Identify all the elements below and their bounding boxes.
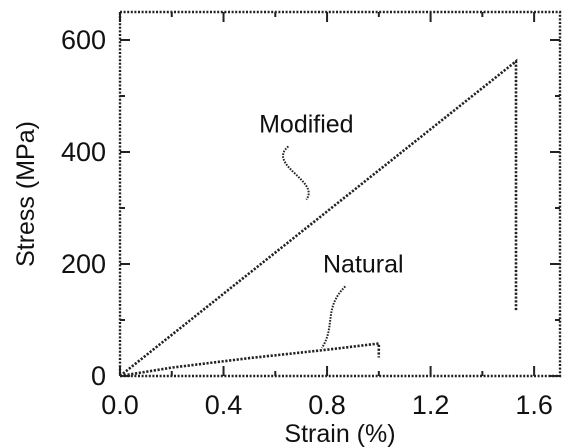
y-tick-label: 400	[61, 137, 106, 167]
y-tick-label: 0	[91, 361, 106, 391]
y-tick-label: 200	[61, 249, 106, 279]
plot-frame	[120, 12, 560, 376]
series-lines	[120, 61, 516, 376]
x-axis-label: Strain (%)	[284, 420, 395, 448]
x-tick-label: 0.0	[101, 390, 139, 420]
x-tick-label: 1.2	[412, 390, 450, 420]
series-annotations: Modified Natural	[259, 110, 403, 348]
x-tick-label: 0.4	[205, 390, 243, 420]
series-line-natural	[120, 344, 379, 377]
x-tick-labels: 0.0 0.4 0.8 1.2 1.6	[101, 390, 553, 420]
plot-area	[120, 12, 560, 376]
leader-line-natural	[322, 286, 345, 348]
y-tick-label: 600	[61, 25, 106, 55]
annotation-natural: Natural	[323, 250, 404, 278]
axis-ticks	[120, 12, 560, 376]
x-tick-label: 0.8	[308, 390, 346, 420]
annotation-modified: Modified	[259, 110, 354, 138]
leader-line-modified	[283, 146, 309, 199]
y-axis-label: Stress (MPa)	[12, 121, 40, 267]
y-tick-labels: 0 200 400 600	[61, 25, 106, 391]
series-line-modified	[120, 61, 516, 376]
x-tick-label: 1.6	[515, 390, 553, 420]
